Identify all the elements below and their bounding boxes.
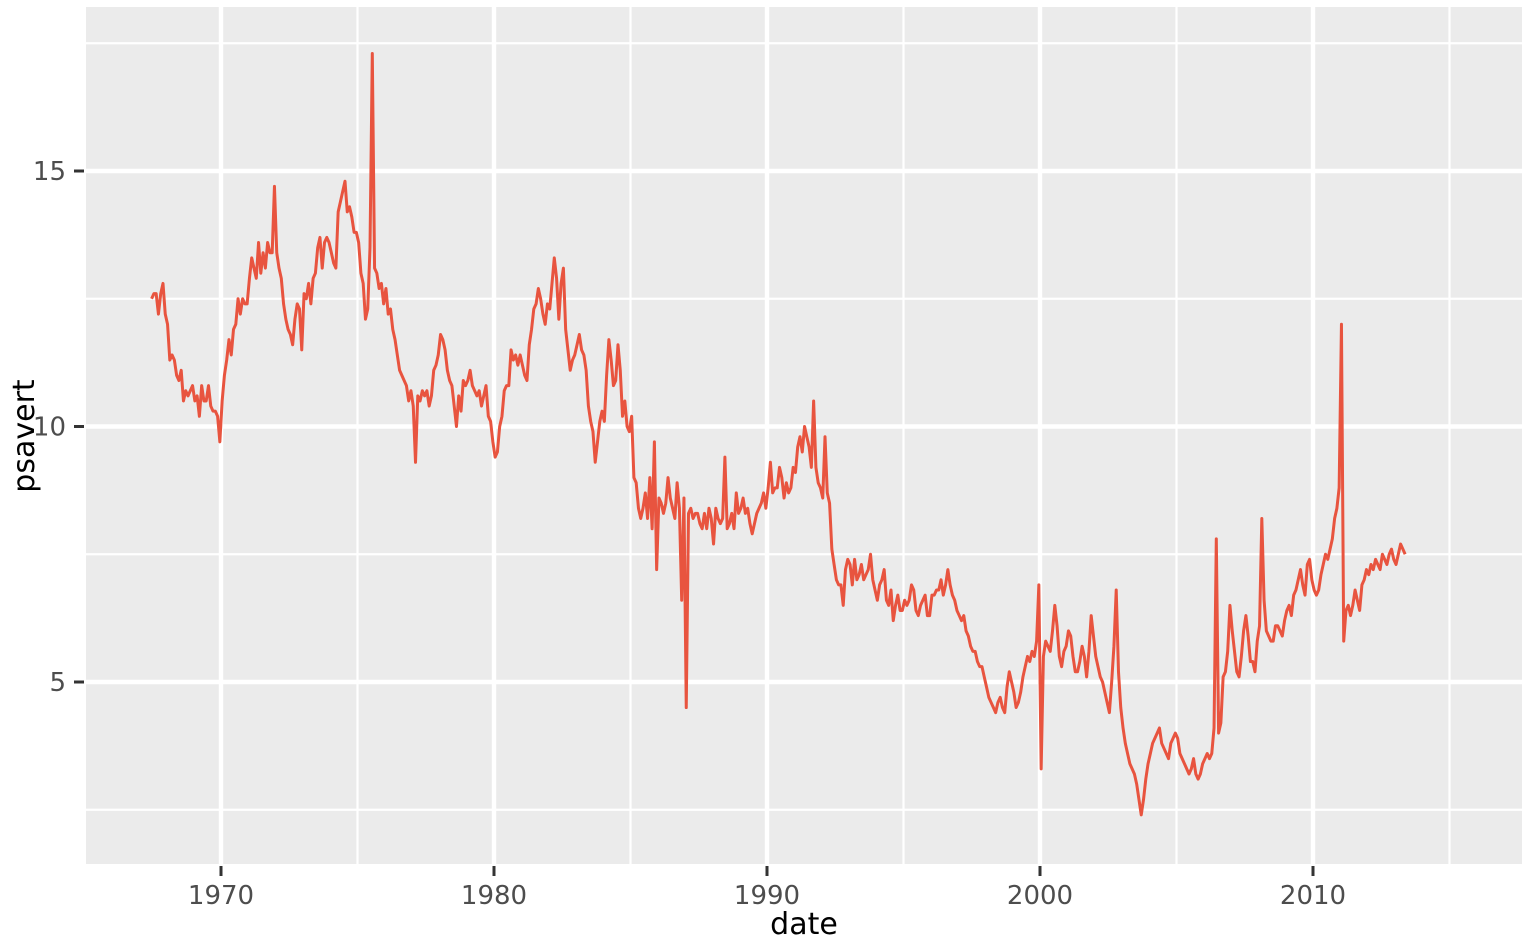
data-series-group <box>150 51 1407 817</box>
y-axis-title: psavert <box>7 379 42 493</box>
x-axis-tick-label: 1970 <box>188 881 254 911</box>
series-line-psavert <box>150 51 1407 817</box>
grid-minor-lines <box>86 7 1522 864</box>
y-axis-tick-labels: 5 10 15 <box>33 157 66 698</box>
x-axis-tick-label: 2000 <box>1007 881 1073 911</box>
x-axis-tick-label: 2010 <box>1280 881 1346 911</box>
x-axis-title: date <box>770 907 838 942</box>
x-axis-tick-label: 1980 <box>461 881 527 911</box>
x-axis-tick-marks <box>219 866 1315 876</box>
x-axis-tick-labels: 1970 1980 1990 2000 2010 <box>188 881 1346 911</box>
y-axis-tick-label: 5 <box>49 668 66 698</box>
y-axis-tick-marks <box>74 169 84 684</box>
y-axis-tick-label: 15 <box>33 157 66 187</box>
x-axis-tick-label: 1990 <box>734 881 800 911</box>
y-axis-tick-label: 10 <box>33 413 66 443</box>
